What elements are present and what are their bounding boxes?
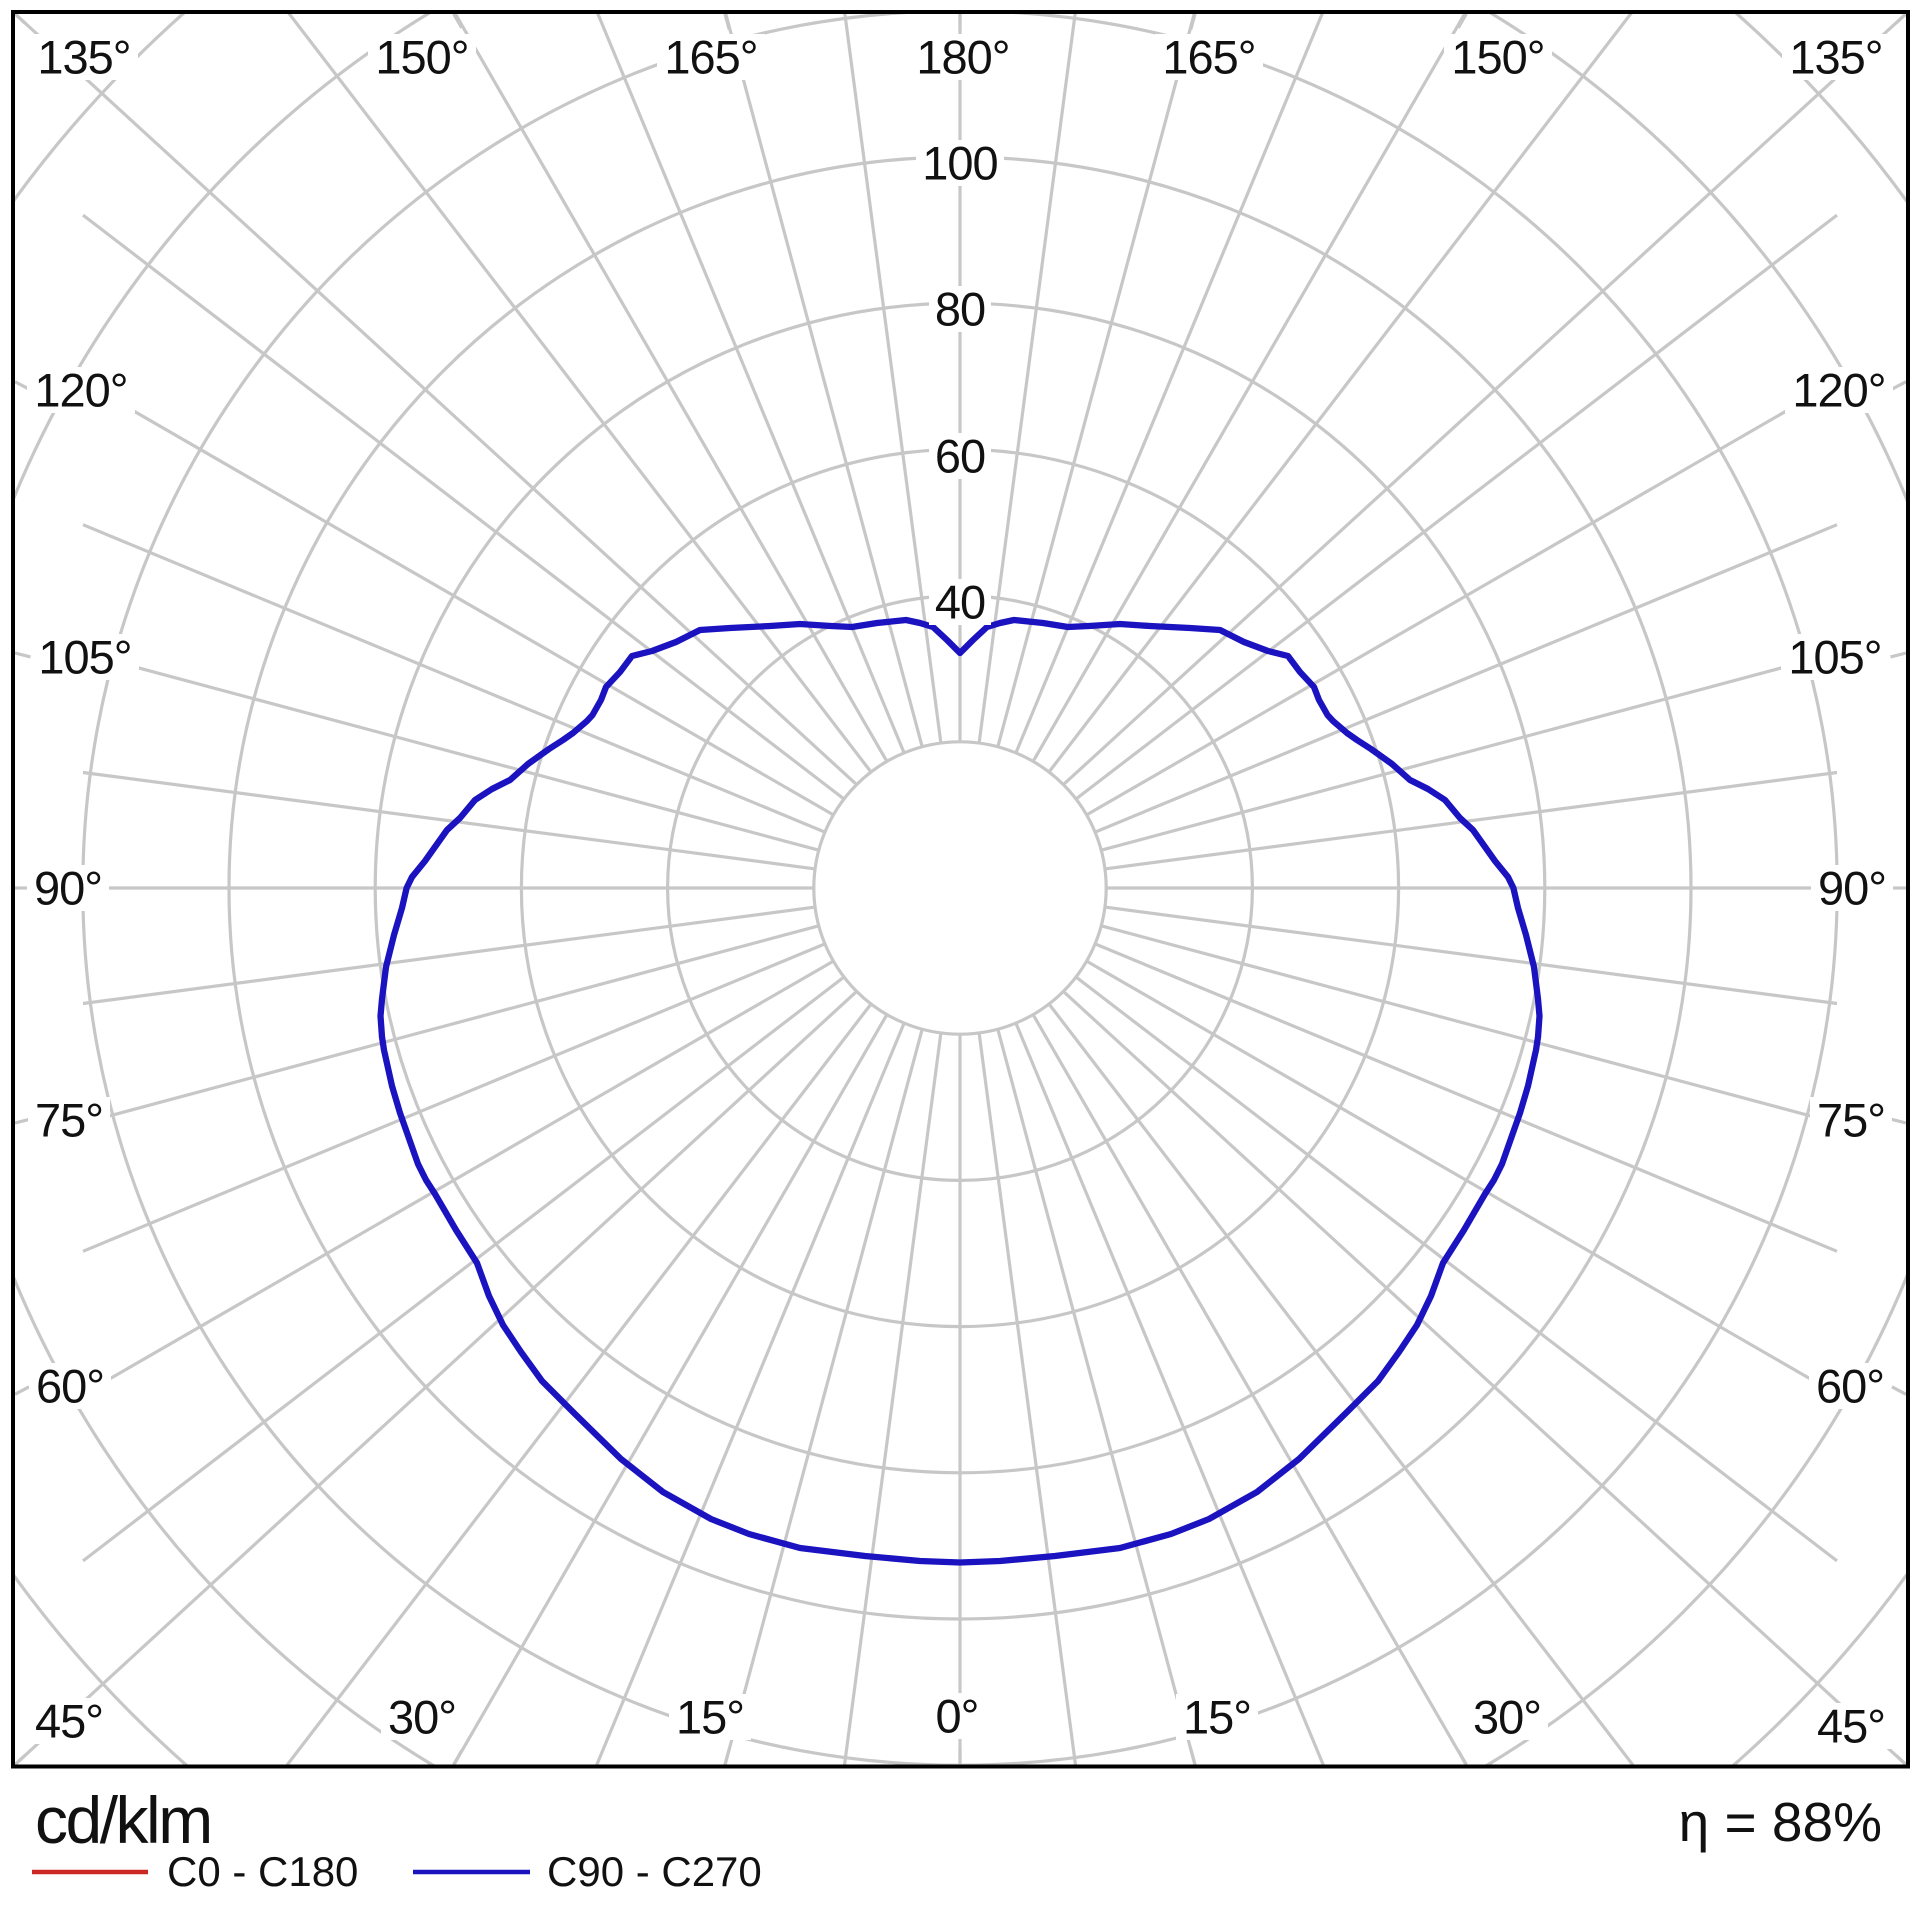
svg-text:135°: 135° <box>37 31 130 84</box>
svg-text:60°: 60° <box>1816 1360 1884 1413</box>
svg-text:105°: 105° <box>1788 631 1881 684</box>
svg-text:165°: 165° <box>1162 31 1255 84</box>
svg-text:60: 60 <box>935 430 985 483</box>
svg-text:C0 - C180: C0 - C180 <box>167 1848 358 1895</box>
svg-text:C90 - C270: C90 - C270 <box>547 1848 762 1895</box>
svg-text:40: 40 <box>935 576 985 629</box>
svg-text:105°: 105° <box>38 631 131 684</box>
svg-text:30°: 30° <box>388 1691 456 1744</box>
svg-text:15°: 15° <box>676 1691 744 1744</box>
svg-text:75°: 75° <box>1817 1094 1885 1147</box>
svg-text:150°: 150° <box>375 31 468 84</box>
svg-text:75°: 75° <box>35 1094 103 1147</box>
svg-text:η = 88%: η = 88% <box>1679 1791 1882 1853</box>
svg-text:120°: 120° <box>1792 364 1885 417</box>
svg-text:15°: 15° <box>1183 1691 1251 1744</box>
svg-text:100: 100 <box>922 137 997 190</box>
svg-text:90°: 90° <box>1818 862 1886 915</box>
svg-text:cd/klm: cd/klm <box>35 1783 211 1857</box>
svg-text:45°: 45° <box>35 1695 103 1748</box>
svg-text:0°: 0° <box>936 1690 979 1743</box>
svg-text:165°: 165° <box>664 31 757 84</box>
svg-text:150°: 150° <box>1451 31 1544 84</box>
svg-text:30°: 30° <box>1473 1691 1541 1744</box>
svg-text:80: 80 <box>935 283 985 336</box>
svg-text:180°: 180° <box>916 31 1009 84</box>
svg-text:135°: 135° <box>1789 31 1882 84</box>
svg-text:45°: 45° <box>1817 1700 1885 1753</box>
svg-text:60°: 60° <box>36 1360 104 1413</box>
svg-text:120°: 120° <box>34 364 127 417</box>
svg-text:90°: 90° <box>34 862 102 915</box>
